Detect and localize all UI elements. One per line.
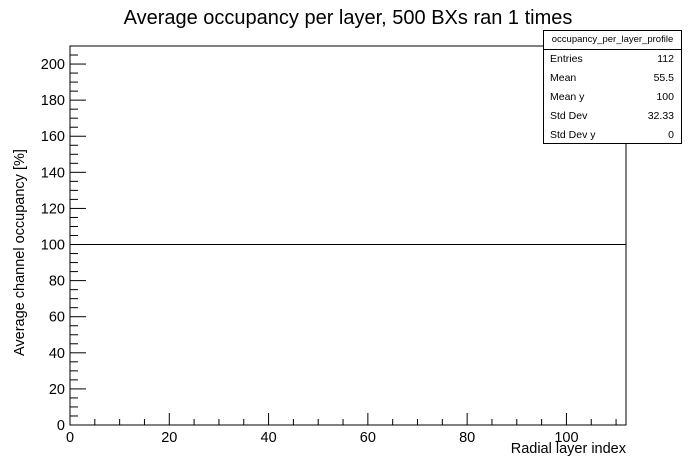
stats-row-mean: Mean 55.5 [544,69,681,88]
y-axis-label: Average channel occupancy [%] [12,149,28,356]
stats-key: Mean [550,72,577,84]
y-tick-label: 60 [49,310,65,326]
stats-value: 55.5 [653,72,674,84]
y-tick-label: 140 [41,165,65,181]
stats-row-std-dev-y: Std Dev y 0 [544,126,681,145]
stats-value: 0 [668,129,674,141]
y-tick-label: 0 [57,418,65,434]
y-tick-label: 200 [41,57,65,73]
x-tick-label: 60 [360,430,376,446]
stats-box: occupancy_per_layer_profile Entries 112 … [543,30,682,144]
y-tick-label: 120 [41,201,65,217]
chart-title: Average occupancy per layer, 500 BXs ran… [123,7,573,29]
stats-value: 112 [657,53,674,65]
stats-key: Std Dev [550,110,588,122]
x-axis-label: Radial layer index [510,441,626,457]
stats-row-entries: Entries 112 [544,50,681,69]
y-tick-label: 80 [49,274,65,290]
stats-value: 100 [656,91,674,103]
x-tick-label: 0 [66,430,74,446]
y-tick-label: 40 [49,346,65,362]
stats-key: Entries [550,53,583,65]
x-tick-label: 40 [261,430,277,446]
y-tick-label: 180 [41,93,65,109]
x-tick-label: 80 [459,430,475,446]
stats-row-mean-y: Mean y 100 [544,88,681,107]
stats-row-std-dev: Std Dev 32.33 [544,107,681,126]
stats-box-name: occupancy_per_layer_profile [544,31,681,50]
y-tick-label: 20 [49,382,65,398]
y-tick-label: 100 [41,238,65,254]
x-tick-label: 20 [161,430,177,446]
x-tick-label: 100 [554,430,578,446]
stats-value: 32.33 [647,110,674,122]
stats-key: Mean y [550,91,585,103]
y-tick-label: 160 [41,129,65,145]
stats-key: Std Dev y [550,129,596,141]
